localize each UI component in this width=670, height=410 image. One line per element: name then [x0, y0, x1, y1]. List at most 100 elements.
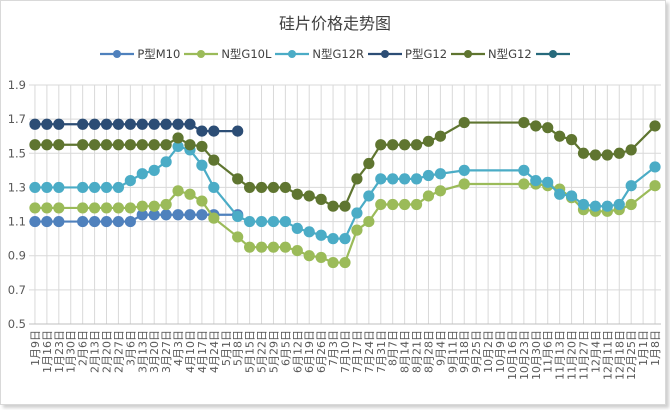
x-tick-label: 11月27日: [577, 330, 590, 380]
data-point: [410, 173, 423, 185]
y-tick-label: 1.1: [8, 215, 26, 229]
data-point: [375, 139, 387, 151]
legend-item[interactable]: [535, 46, 570, 62]
legend-marker-icon: [451, 50, 486, 58]
x-tick-label: 7月17日: [351, 330, 364, 373]
legend-marker-icon: [100, 50, 135, 58]
data-point: [88, 139, 101, 151]
data-point: [291, 188, 303, 200]
data-point: [375, 198, 387, 211]
legend-item[interactable]: N型G10L: [184, 46, 271, 62]
y-tick-label: 0.5: [8, 317, 26, 331]
x-tick-label: 3月27日: [160, 330, 173, 373]
legend-item[interactable]: N型G12: [451, 46, 532, 62]
data-point: [399, 173, 411, 185]
data-point: [88, 118, 101, 130]
data-point: [577, 147, 590, 159]
x-tick-label: 5月8日: [232, 330, 245, 366]
x-tick-label: 11月6日: [542, 330, 555, 373]
x-tick-label: 5月29日: [267, 330, 280, 373]
data-point: [327, 233, 339, 245]
x-tick-label: 2月20日: [101, 330, 114, 373]
data-point: [53, 118, 65, 130]
x-tick-label: 7月31日: [375, 330, 388, 373]
data-point: [136, 168, 148, 180]
data-point: [339, 233, 351, 245]
data-point: [196, 140, 208, 153]
legend-item[interactable]: P型M10: [100, 46, 180, 62]
data-point: [422, 190, 435, 202]
legend: P型M10 N型G10L N型G12R P型G12 N型G12: [0, 46, 670, 62]
data-point: [518, 116, 530, 129]
data-point: [387, 198, 399, 211]
data-point: [172, 132, 184, 144]
data-point: [77, 202, 89, 214]
data-point: [267, 181, 280, 194]
legend-item[interactable]: P型G12: [368, 46, 447, 62]
data-point: [124, 118, 136, 130]
x-tick-label: 9月11日: [446, 330, 459, 373]
x-tick-label: 11月20日: [566, 330, 579, 380]
x-tick-label: 1月9日: [29, 330, 42, 366]
legend-item[interactable]: N型G12R: [275, 46, 364, 62]
data-point: [327, 200, 339, 212]
data-point: [625, 144, 637, 156]
x-tick-label: 9月18日: [458, 330, 471, 373]
data-point: [363, 215, 375, 228]
data-point: [267, 215, 280, 228]
x-tick-label: 8月28日: [422, 330, 435, 373]
data-point: [434, 168, 446, 180]
data-point: [363, 157, 375, 170]
data-point: [554, 130, 566, 142]
x-tick-label: 12月4日: [589, 330, 602, 373]
data-point: [232, 125, 244, 137]
data-point: [136, 139, 148, 151]
x-tick-label: 6月5日: [279, 330, 292, 366]
data-point: [160, 118, 172, 130]
data-point: [77, 139, 89, 151]
x-tick-label: 10月30日: [530, 330, 543, 380]
data-point: [160, 209, 172, 221]
data-point: [53, 215, 65, 228]
data-point: [458, 116, 470, 129]
data-point: [565, 190, 578, 202]
data-point: [244, 215, 256, 228]
data-point: [41, 139, 53, 151]
data-point: [339, 200, 351, 212]
legend-label: P型M10: [137, 47, 181, 61]
data-point: [232, 173, 244, 185]
data-point: [625, 198, 637, 211]
data-point: [124, 202, 136, 214]
data-point: [554, 188, 566, 200]
data-point: [53, 181, 65, 194]
data-point: [172, 140, 184, 153]
x-tick-label: 5月15日: [244, 330, 257, 373]
data-point: [613, 198, 625, 211]
x-tick-label: 10月23日: [518, 330, 531, 380]
legend-marker-icon: [275, 50, 310, 58]
data-point: [100, 202, 113, 214]
data-point: [458, 164, 470, 176]
x-tick-label: 6月26日: [315, 330, 328, 373]
x-tick-label: 5月1日: [220, 330, 233, 366]
data-point: [88, 215, 101, 228]
data-point: [196, 159, 208, 171]
data-point: [363, 190, 375, 202]
x-tick-label: 7月10日: [339, 330, 352, 373]
data-point: [160, 198, 172, 211]
x-tick-label: 2月6日: [77, 330, 90, 366]
data-point: [41, 215, 53, 228]
x-tick-label: 12月11日: [601, 330, 614, 380]
x-tick-label: 1月8日: [649, 330, 662, 366]
data-point: [184, 139, 196, 151]
data-point: [208, 125, 220, 137]
x-tick-label: 6月12日: [291, 330, 304, 373]
legend-label: N型G10L: [221, 47, 272, 61]
data-point: [315, 229, 327, 241]
data-point: [267, 241, 280, 253]
x-tick-label: 6月19日: [303, 330, 316, 373]
data-point: [387, 173, 399, 185]
data-point: [29, 202, 41, 214]
data-point: [625, 180, 637, 192]
legend-marker-icon: [368, 50, 403, 58]
